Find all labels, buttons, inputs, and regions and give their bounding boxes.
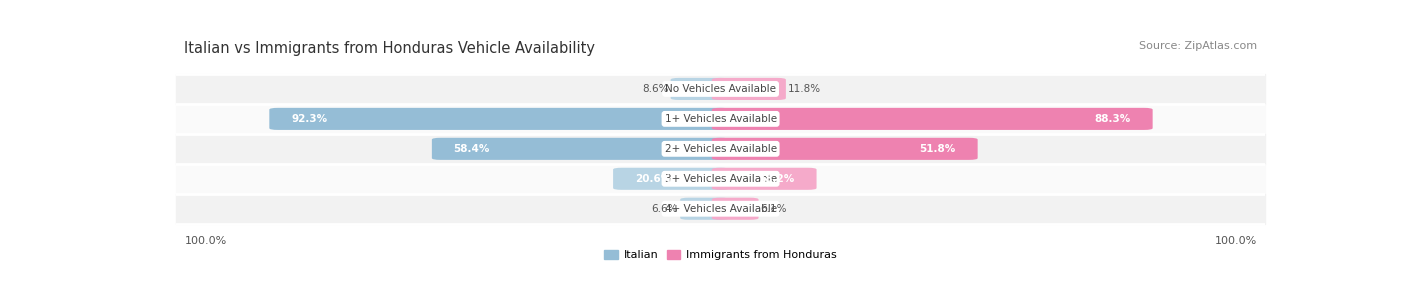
Text: 51.8%: 51.8% bbox=[920, 144, 956, 154]
FancyBboxPatch shape bbox=[613, 168, 730, 190]
Text: Source: ZipAtlas.com: Source: ZipAtlas.com bbox=[1139, 41, 1257, 51]
FancyBboxPatch shape bbox=[270, 108, 730, 130]
Text: 18.2%: 18.2% bbox=[758, 174, 794, 184]
FancyBboxPatch shape bbox=[711, 198, 759, 220]
Bar bbox=[176, 104, 1265, 134]
Legend: Italian, Immigrants from Honduras: Italian, Immigrants from Honduras bbox=[605, 250, 837, 260]
Text: Italian vs Immigrants from Honduras Vehicle Availability: Italian vs Immigrants from Honduras Vehi… bbox=[184, 41, 596, 56]
Text: No Vehicles Available: No Vehicles Available bbox=[665, 84, 776, 94]
FancyBboxPatch shape bbox=[671, 78, 730, 100]
Bar bbox=[176, 74, 1265, 104]
Text: 4+ Vehicles Available: 4+ Vehicles Available bbox=[665, 204, 776, 214]
Bar bbox=[176, 164, 1265, 194]
Text: 2+ Vehicles Available: 2+ Vehicles Available bbox=[665, 144, 776, 154]
Text: 8.6%: 8.6% bbox=[643, 84, 668, 94]
Text: 6.6%: 6.6% bbox=[651, 204, 678, 214]
Text: 100.0%: 100.0% bbox=[1215, 236, 1257, 246]
Text: 100.0%: 100.0% bbox=[184, 236, 226, 246]
Text: 3+ Vehicles Available: 3+ Vehicles Available bbox=[665, 174, 776, 184]
Text: 6.1%: 6.1% bbox=[761, 204, 787, 214]
FancyBboxPatch shape bbox=[681, 198, 730, 220]
FancyBboxPatch shape bbox=[711, 108, 1153, 130]
Text: 58.4%: 58.4% bbox=[454, 144, 491, 154]
FancyBboxPatch shape bbox=[711, 168, 817, 190]
Bar bbox=[176, 134, 1265, 164]
Text: 20.6%: 20.6% bbox=[636, 174, 671, 184]
FancyBboxPatch shape bbox=[711, 138, 977, 160]
Bar bbox=[176, 194, 1265, 224]
Text: 11.8%: 11.8% bbox=[787, 84, 821, 94]
Text: 1+ Vehicles Available: 1+ Vehicles Available bbox=[665, 114, 776, 124]
Text: 92.3%: 92.3% bbox=[291, 114, 328, 124]
Text: 88.3%: 88.3% bbox=[1095, 114, 1130, 124]
FancyBboxPatch shape bbox=[432, 138, 730, 160]
FancyBboxPatch shape bbox=[711, 78, 786, 100]
